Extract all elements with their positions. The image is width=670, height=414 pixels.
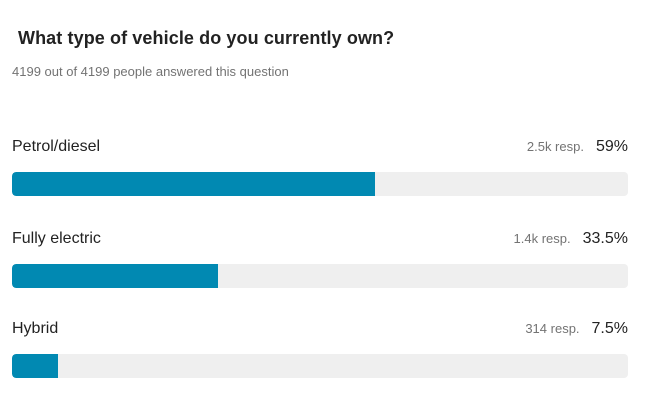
answered-count: 4199 out of 4199 people answered this qu…	[12, 64, 289, 79]
question-title: What type of vehicle do you currently ow…	[18, 28, 395, 48]
response-count: 314 resp.	[525, 321, 580, 336]
option-percent: 59%	[595, 138, 628, 155]
option-label: Fully electric	[12, 230, 101, 247]
option-fully-electric: Fully electric 1.4k resp. 33.5%	[12, 230, 628, 294]
option-label: Hybrid	[12, 320, 59, 337]
response-count: 2.5k resp.	[526, 139, 584, 154]
option-petrol-diesel: Petrol/diesel 2.5k resp. 59%	[12, 138, 628, 202]
result-bar-track	[12, 172, 628, 196]
option-percent: 7.5%	[591, 320, 628, 337]
result-bar-fill	[12, 172, 376, 196]
option-stats: 2.5k resp. 59%	[527, 138, 628, 156]
option-stats: 1.4k resp. 33.5%	[514, 230, 628, 248]
result-bar-fill	[12, 354, 59, 378]
result-bar-track	[12, 264, 628, 288]
result-bar-track	[12, 354, 628, 378]
option-label: Petrol/diesel	[12, 138, 101, 155]
option-stats: 314 resp. 7.5%	[525, 320, 628, 338]
option-hybrid: Hybrid 314 resp. 7.5%	[12, 320, 628, 384]
result-bar-fill	[12, 264, 219, 288]
option-percent: 33.5%	[582, 230, 628, 247]
response-count: 1.4k resp.	[513, 231, 571, 246]
